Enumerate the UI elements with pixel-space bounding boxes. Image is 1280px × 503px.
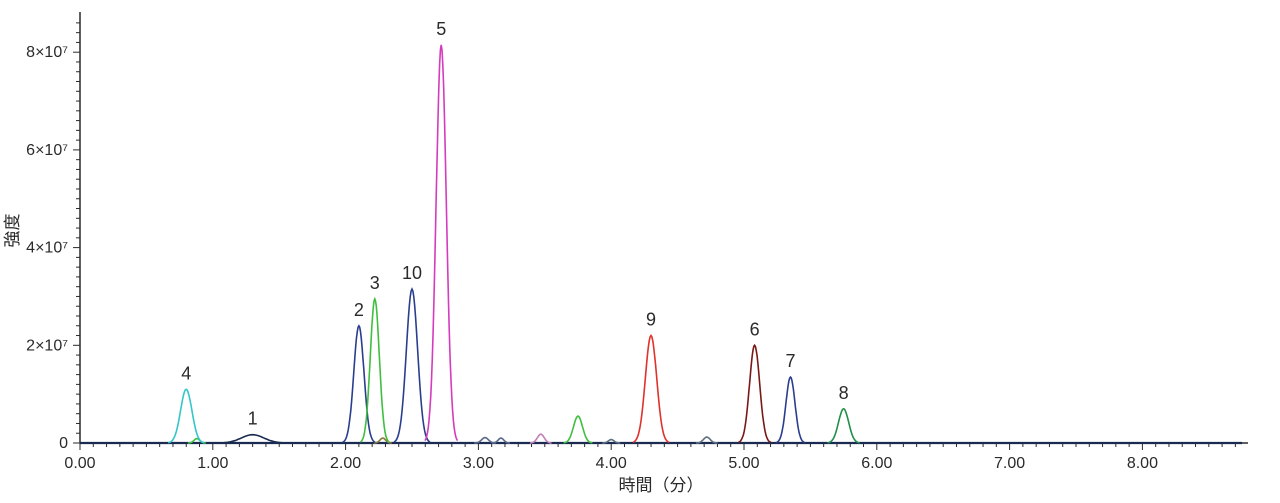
x-tick-label: 7.00	[994, 455, 1025, 472]
x-tick-label: 2.00	[330, 455, 361, 472]
peak-label-1: 1	[248, 409, 258, 429]
peak-label-5: 5	[436, 19, 446, 39]
x-tick-label: 1.00	[197, 455, 228, 472]
peak-label-9: 9	[646, 310, 656, 330]
y-tick-label: 8×10⁷	[26, 44, 68, 61]
y-tick-label: 4×10⁷	[26, 240, 68, 257]
y-axis-title: 強度	[3, 214, 22, 248]
x-tick-label: 4.00	[596, 455, 627, 472]
x-tick-label: 5.00	[728, 455, 759, 472]
peak-label-2: 2	[354, 300, 364, 320]
minor-peak	[530, 434, 552, 443]
y-tick-label: 6×10⁷	[26, 142, 68, 159]
x-tick-label: 0.00	[64, 455, 95, 472]
x-tick-label: 3.00	[463, 455, 494, 472]
peak-3	[360, 299, 389, 442]
peak-label-6: 6	[750, 319, 760, 339]
y-tick-label: 2×10⁷	[26, 337, 68, 354]
peak-label-3: 3	[370, 273, 380, 293]
peak-10	[394, 289, 430, 442]
x-tick-label: 6.00	[861, 455, 892, 472]
peak-6	[738, 345, 771, 442]
chart-svg: 0.00 1.00 2.00 3.00 4.00 5.00 6.00 7.00 8.00 0 2×1…	[0, 0, 1280, 503]
peak-1	[217, 435, 289, 443]
peak-7	[776, 377, 805, 443]
peak-label-8: 8	[839, 383, 849, 403]
peak-9	[633, 336, 669, 443]
minor-peak	[564, 416, 593, 443]
peak-label-7: 7	[785, 351, 795, 371]
chromatogram-chart: 0.00 1.00 2.00 3.00 4.00 5.00 6.00 7.00 8.00 0 2×1…	[0, 0, 1280, 503]
peak-4	[168, 389, 204, 442]
peak-label-4: 4	[181, 363, 191, 383]
x-tick-label: 8.00	[1127, 455, 1158, 472]
x-axis-title: 時間（分）	[619, 476, 704, 495]
y-tick-label: 0	[59, 435, 68, 452]
peak-8	[827, 409, 859, 443]
peak-label-10: 10	[402, 263, 422, 283]
peak-5	[425, 45, 458, 441]
